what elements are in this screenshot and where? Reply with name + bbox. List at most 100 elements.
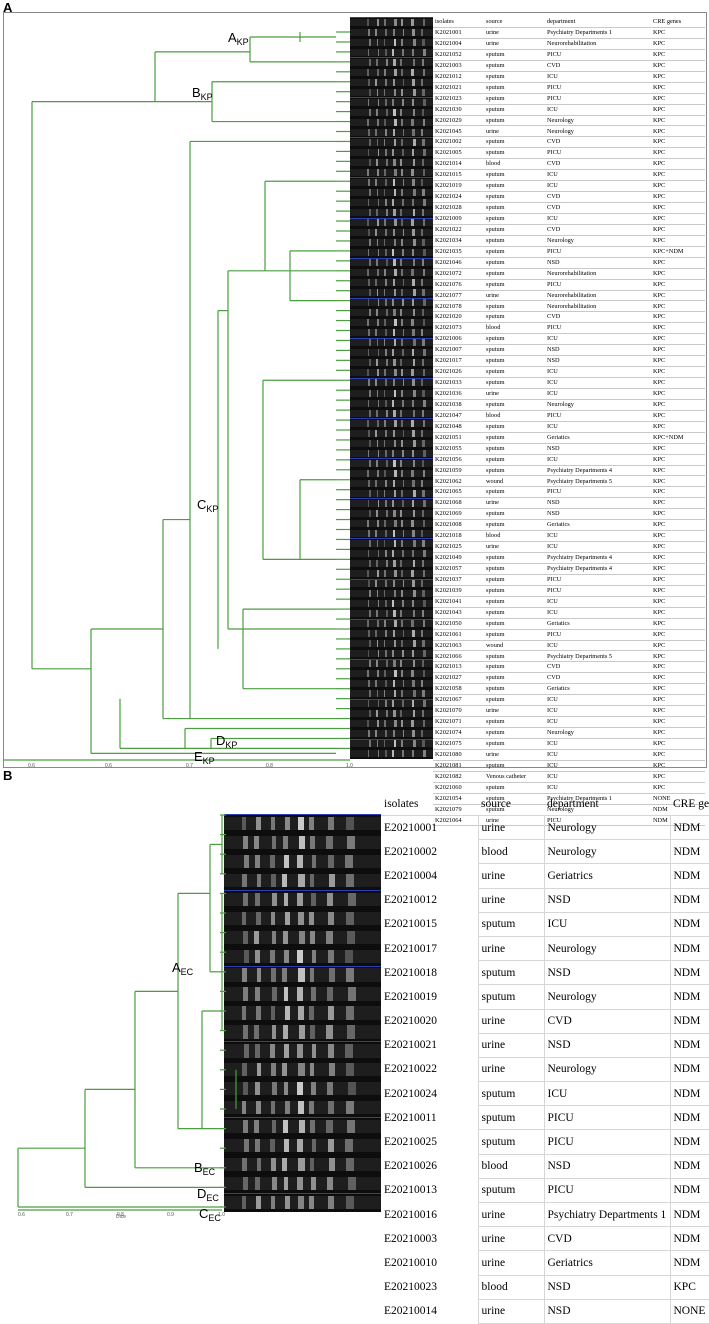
cre-gene-cell: KPC (651, 640, 705, 652)
department-cell: CVD (545, 158, 651, 171)
department-cell: Neurology (543, 1056, 671, 1083)
department-cell: Geriatics (545, 618, 651, 630)
cre-gene-cell: KPC (651, 716, 705, 728)
source-cell: urine (477, 1250, 545, 1276)
cre-gene-cell: KPC (651, 574, 705, 586)
panel-b-gel-image (224, 814, 381, 1212)
source-cell: blood (484, 410, 545, 422)
department-cell: ICU (545, 760, 651, 772)
table-row: K2021036 urine ICU KPC (433, 388, 705, 400)
isolate-cell: E20210020 (384, 1015, 438, 1028)
department-cell: Geriatrics (543, 863, 671, 889)
panel-b-letter: B (3, 768, 13, 783)
table-row: E20210011 sputum PICU NDM (381, 1105, 709, 1131)
source-cell: sputum (484, 224, 545, 236)
department-cell: CVD (545, 224, 651, 236)
table-row: E20210023 blood NSD KPC (381, 1274, 709, 1300)
source-cell: sputum (484, 683, 545, 696)
source-cell: sputum (484, 760, 545, 772)
cre-gene-cell: KPC (651, 607, 705, 619)
isolate-cell: E20210002 (384, 845, 438, 858)
cre-gene-cell: KPC (651, 585, 705, 597)
department-cell: NSD (543, 887, 671, 913)
table-row: K2021037 sputum PICU KPC (433, 574, 705, 586)
isolate-cell: K2021008 (433, 519, 484, 532)
isolate-cell: K2021062 (433, 475, 484, 488)
source-cell: sputum (484, 279, 545, 291)
department-cell: ICU (545, 169, 651, 182)
cluster-label: AKP (228, 30, 249, 47)
isolate-cell: K2021074 (433, 727, 484, 739)
table-row: K2021073 blood PICU KPC (433, 322, 705, 335)
cre-gene-cell: KPC (651, 191, 705, 203)
isolate-cell: K2021003 (433, 60, 484, 72)
isolate-cell: K2021027 (433, 672, 484, 685)
table-row: K2021015 sputum ICU KPC (433, 169, 705, 182)
department-cell: CVD (545, 202, 651, 214)
cre-gene-cell: NDM (669, 1081, 709, 1107)
source-cell: sputum (484, 180, 545, 193)
isolate-cell: K2021022 (433, 224, 484, 236)
table-row: K2021070 urine ICU KPC (433, 705, 705, 718)
table-row: K2021003 sputum CVD KPC (433, 60, 705, 72)
cre-gene-cell: KPC (651, 618, 705, 630)
cre-gene-cell: KPC (651, 257, 705, 269)
cre-gene-cell: KPC (651, 683, 705, 696)
table-row: K2021014 blood CVD KPC (433, 158, 705, 171)
isolate-cell: K2021073 (433, 322, 484, 335)
department-cell: PICU (543, 1129, 671, 1155)
cre-gene-cell: KPC (651, 672, 705, 685)
isolate-cell: K2021063 (433, 640, 484, 652)
isolate-cell: K2021013 (433, 661, 484, 674)
isolate-cell: K2021081 (433, 760, 484, 772)
department-cell: PICU (545, 486, 651, 499)
table-row: E20210019 sputum Neurology NDM (381, 984, 709, 1010)
isolate-cell: K2021019 (433, 180, 484, 193)
source-cell: blood (484, 530, 545, 543)
source-cell: sputum (484, 82, 545, 94)
cre-gene-cell: KPC (651, 410, 705, 422)
source-cell: blood (477, 839, 545, 865)
department-cell: Psychiatry Departments 4 (545, 563, 651, 575)
department-cell: PICU (545, 410, 651, 422)
isolate-cell: E20210026 (384, 1160, 438, 1173)
table-row: E20210012 urine NSD NDM (381, 887, 709, 913)
department-cell: PICU (545, 49, 651, 61)
isolate-cell: E20210012 (384, 894, 438, 907)
isolate-cell: K2021045 (433, 125, 484, 138)
department-cell: ICU (545, 530, 651, 543)
cre-gene-cell: KPC (651, 115, 705, 127)
source-cell: sputum (484, 355, 545, 368)
cre-gene-cell: KPC (651, 224, 705, 236)
cre-gene-cell: NONE (669, 1298, 709, 1324)
source-cell: sputum (484, 71, 545, 83)
source-cell: sputum (484, 257, 545, 269)
table-row: K2021028 sputum CVD KPC (433, 202, 705, 214)
cre-gene-cell: KPC (651, 388, 705, 400)
table-row: E20210026 blood NSD NDM (381, 1153, 709, 1179)
cre-gene-cell: KPC (651, 727, 705, 739)
table-row: K2021068 urine NSD KPC (433, 497, 705, 510)
cre-gene-cell: KPC (651, 147, 705, 160)
isolate-cell: E20210014 (384, 1305, 438, 1318)
source-cell: urine (484, 27, 545, 39)
department-cell: Neurology (545, 235, 651, 247)
department-cell: PICU (545, 574, 651, 586)
department-cell: ICU (545, 738, 651, 750)
source-cell: sputum (477, 1177, 545, 1204)
isolate-cell: K2021082 (433, 771, 484, 783)
panel-a-letter: A (3, 0, 13, 15)
table-row: K2021055 sputum NSD KPC (433, 443, 705, 455)
source-cell: blood (477, 1274, 545, 1300)
cre-gene-cell: NDM (669, 1177, 709, 1204)
table-row: K2021045 urine Neurology KPC (433, 125, 705, 138)
department-cell: PICU (543, 1105, 671, 1131)
table-row: K2021007 sputum NSD KPC (433, 344, 705, 357)
source-cell: sputum (484, 399, 545, 411)
table-row: K2021067 sputum ICU KPC (433, 694, 705, 707)
source-cell: sputum (484, 300, 545, 313)
isolate-cell: K2021070 (433, 705, 484, 718)
isolate-cell: K2021036 (433, 388, 484, 400)
table-row: K2021071 sputum ICU KPC (433, 716, 705, 728)
